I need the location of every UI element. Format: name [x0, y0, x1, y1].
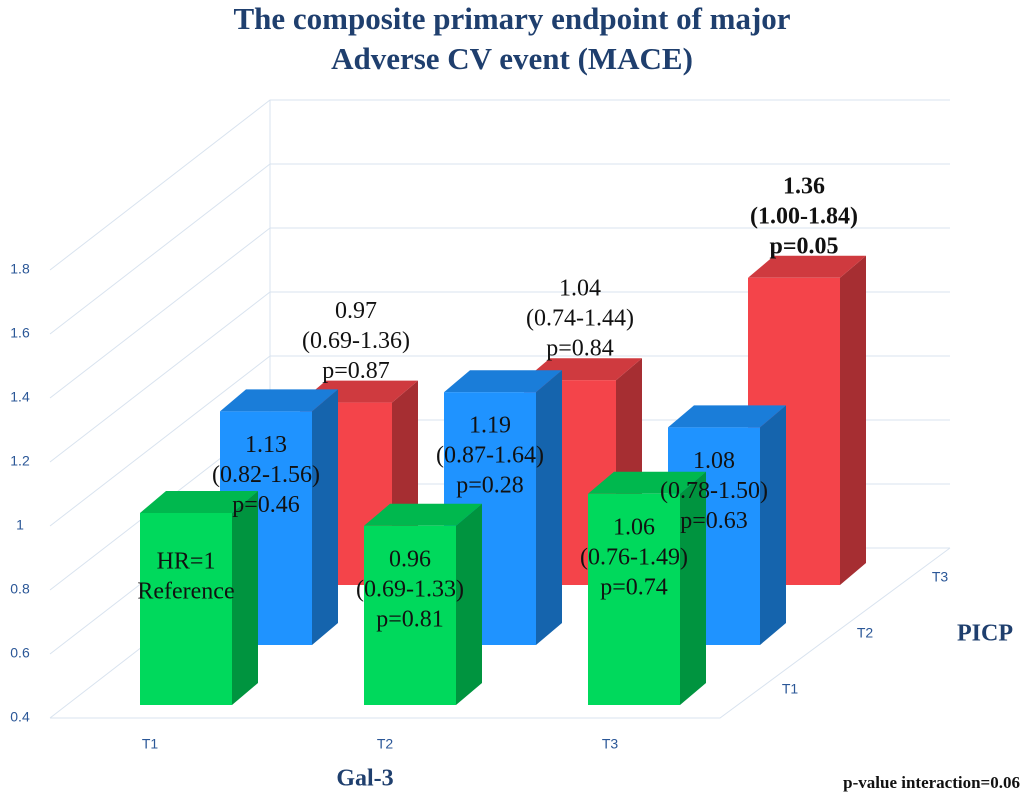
value-label: p=0.81 [376, 606, 444, 632]
y-tick-label: 1.4 [10, 389, 30, 405]
value-label: 0.96 [389, 546, 431, 572]
x-axis-title: Gal-3 [336, 766, 393, 792]
value-label: p=0.63 [680, 508, 748, 534]
floor-edge [50, 547, 951, 719]
value-label: 1.08 [693, 448, 735, 474]
chart-title: The composite primary endpoint of major [233, 1, 790, 36]
bar-side [680, 471, 706, 705]
value-label: (0.69-1.33) [356, 576, 464, 602]
x-tick-label: T1 [142, 736, 159, 752]
bar [668, 405, 786, 645]
bars [140, 255, 866, 705]
y-tick-label: 1.8 [10, 261, 30, 277]
value-label: HR=1 [157, 549, 216, 575]
x-tick-label: T2 [377, 736, 394, 752]
value-label: (0.74-1.44) [526, 306, 634, 332]
bar-side [536, 370, 562, 645]
bar-side [312, 389, 338, 645]
chart-title: Adverse CV event (MACE) [331, 41, 693, 76]
bar-top [444, 370, 562, 393]
value-label: (0.69-1.36) [302, 328, 410, 354]
bar-top [588, 471, 706, 494]
value-label: (1.00-1.84) [750, 203, 858, 229]
bar-top [748, 255, 866, 278]
x-tick-label: T3 [602, 736, 619, 752]
bar [588, 471, 706, 705]
bar-side [232, 491, 258, 705]
value-label: (0.87-1.64) [436, 443, 544, 469]
value-label: 0.97 [335, 298, 377, 324]
bar [364, 503, 482, 705]
value-label: p=0.74 [600, 574, 668, 600]
value-label: p=0.87 [322, 358, 390, 384]
bar-top [140, 491, 258, 513]
depth-tick-label: T1 [782, 681, 799, 697]
value-label: (0.78-1.50) [660, 478, 768, 504]
annotation: p-value interaction=0.06 [843, 773, 1020, 792]
y-tick-label: 1.6 [10, 325, 30, 341]
bar-top [364, 503, 482, 526]
value-label: (0.82-1.56) [212, 462, 320, 488]
value-label: p=0.46 [232, 492, 300, 518]
bar [748, 255, 866, 586]
y-tick-label: 1 [16, 517, 24, 533]
bar-front [140, 513, 232, 705]
value-label: 1.19 [469, 413, 511, 439]
bar-side [840, 255, 866, 586]
bar [140, 491, 258, 705]
bar-top [668, 405, 786, 428]
value-label: p=0.05 [769, 233, 838, 259]
labels: HR=1Reference0.96(0.69-1.33)p=0.811.06(0… [137, 173, 858, 632]
bar-side [456, 503, 482, 705]
bar-front [588, 493, 680, 705]
value-label: Reference [137, 579, 234, 605]
value-label: p=0.84 [546, 336, 614, 362]
y-tick-label: 0.4 [10, 709, 30, 725]
depth-tick-label: T2 [857, 625, 874, 641]
bar-top [220, 389, 338, 412]
bar-front [364, 525, 456, 705]
value-label: 1.06 [613, 514, 655, 540]
value-label: 1.13 [245, 432, 287, 458]
value-label: (0.76-1.49) [580, 544, 688, 570]
y-tick-label: 1.2 [10, 453, 30, 469]
depth-tick-label: T3 [932, 569, 949, 585]
bar-side [760, 405, 786, 645]
value-label: p=0.28 [456, 473, 524, 499]
y-tick-label: 0.6 [10, 645, 30, 661]
y-tick-label: 0.8 [10, 581, 30, 597]
depth-axis-title: PICP [957, 621, 1013, 647]
value-label: 1.04 [559, 276, 601, 302]
value-label: 1.36 [783, 173, 825, 199]
